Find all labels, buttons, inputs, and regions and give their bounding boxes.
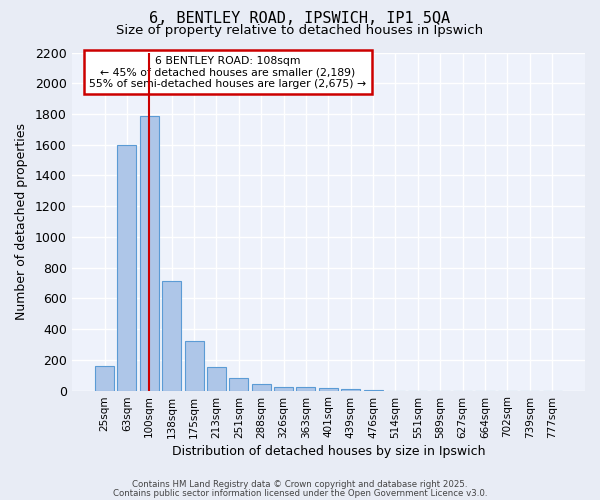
Text: 6 BENTLEY ROAD: 108sqm
← 45% of detached houses are smaller (2,189)
55% of semi-: 6 BENTLEY ROAD: 108sqm ← 45% of detached… [89,56,366,89]
Bar [296,388,316,390]
Bar [162,282,181,391]
Text: Contains HM Land Registry data © Crown copyright and database right 2025.: Contains HM Land Registry data © Crown c… [132,480,468,489]
Bar [95,366,114,390]
Bar [274,386,293,390]
X-axis label: Distribution of detached houses by size in Ipswich: Distribution of detached houses by size … [172,444,485,458]
Bar [185,342,203,390]
Bar [319,388,338,390]
Bar [207,367,226,390]
Text: Contains public sector information licensed under the Open Government Licence v3: Contains public sector information licen… [113,488,487,498]
Y-axis label: Number of detached properties: Number of detached properties [15,123,28,320]
Text: Size of property relative to detached houses in Ipswich: Size of property relative to detached ho… [116,24,484,37]
Bar [251,384,271,390]
Bar [341,389,360,390]
Text: 6, BENTLEY ROAD, IPSWICH, IP1 5QA: 6, BENTLEY ROAD, IPSWICH, IP1 5QA [149,11,451,26]
Bar [229,378,248,390]
Bar [140,116,159,390]
Bar [118,144,136,390]
